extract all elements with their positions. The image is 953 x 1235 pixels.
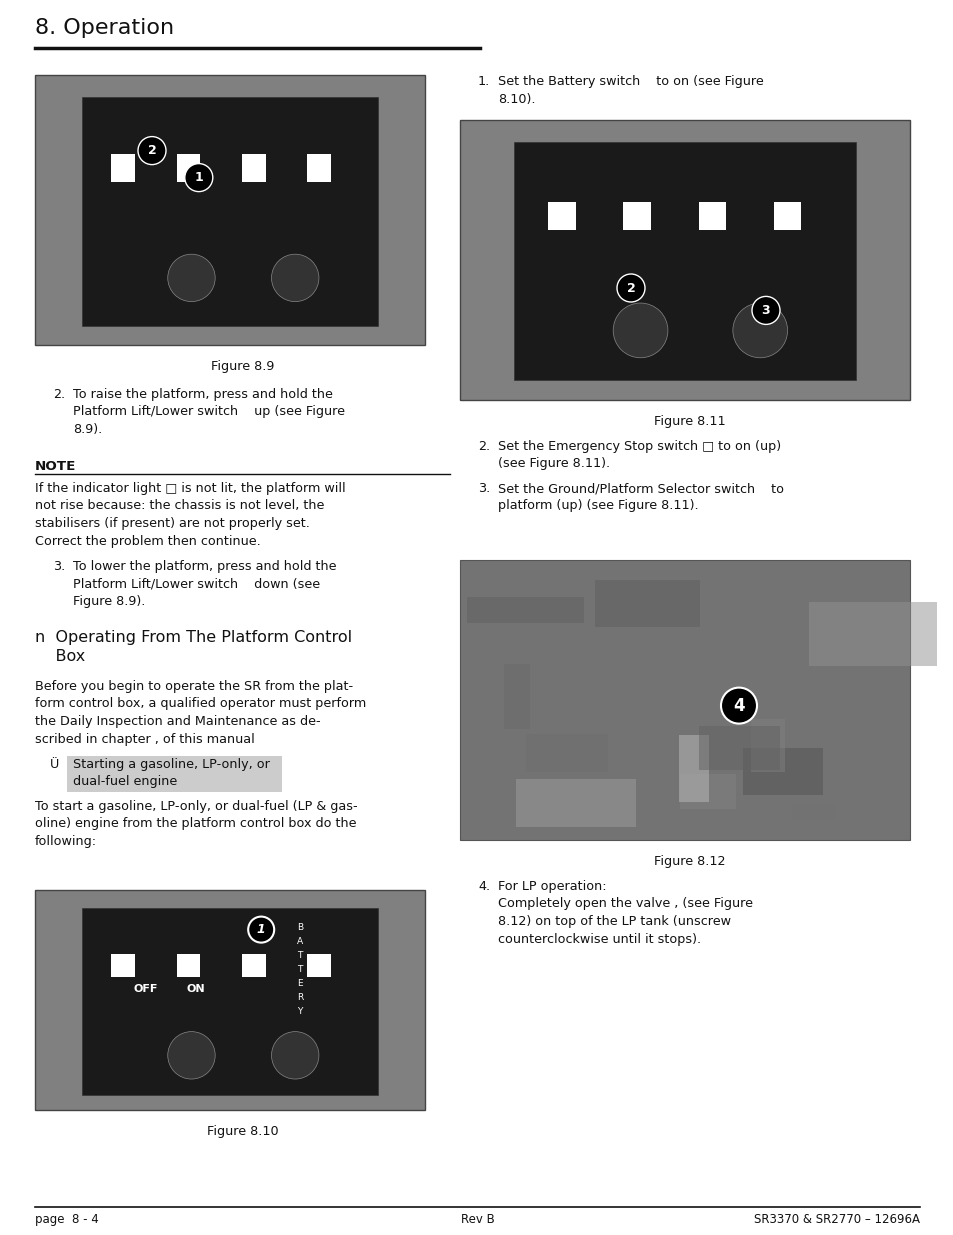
Text: If the indicator light □ is not lit, the platform will
not rise because: the cha: If the indicator light □ is not lit, the…: [35, 482, 345, 547]
Text: Before you begin to operate the SR from the plat-
form control box, a qualified : Before you begin to operate the SR from …: [35, 680, 366, 746]
Text: page  8 - 4: page 8 - 4: [35, 1213, 99, 1226]
Bar: [459, 120, 909, 400]
Text: Figure 8.11: Figure 8.11: [654, 415, 725, 429]
Bar: [35, 75, 424, 345]
Text: Starting a gasoline, LP-only, or
dual-fuel engine: Starting a gasoline, LP-only, or dual-fu…: [73, 758, 270, 788]
Circle shape: [168, 1031, 215, 1079]
Circle shape: [168, 254, 215, 301]
Text: 3: 3: [760, 304, 769, 317]
Text: B: B: [296, 923, 303, 932]
Text: Figure 8.9: Figure 8.9: [211, 359, 274, 373]
Text: Ü: Ü: [50, 758, 59, 771]
Circle shape: [248, 916, 274, 942]
Bar: [459, 559, 909, 840]
Text: For LP operation:
Completely open the valve , (see Figure
8.12) on top of the LP: For LP operation: Completely open the va…: [497, 881, 752, 946]
Text: n  Operating From The Platform Control
    Box: n Operating From The Platform Control Bo…: [35, 630, 352, 664]
Bar: [176, 154, 200, 182]
Circle shape: [732, 303, 787, 358]
Text: T: T: [297, 965, 302, 974]
Circle shape: [138, 137, 166, 164]
Text: OFF: OFF: [133, 984, 158, 994]
Text: 1: 1: [256, 923, 265, 936]
Bar: [773, 201, 801, 231]
Text: Y: Y: [297, 1007, 302, 1016]
Text: Figure 8.10: Figure 8.10: [207, 1125, 278, 1137]
Text: 2.: 2.: [477, 440, 490, 453]
Circle shape: [272, 254, 318, 301]
Bar: [467, 597, 583, 622]
Bar: [698, 725, 779, 771]
Bar: [516, 779, 636, 827]
Text: NOTE: NOTE: [35, 459, 76, 473]
Bar: [679, 774, 735, 809]
Bar: [698, 201, 725, 231]
Circle shape: [272, 1031, 318, 1079]
Text: SR3370 & SR2770 – 12696A: SR3370 & SR2770 – 12696A: [753, 1213, 919, 1226]
Bar: [514, 142, 855, 380]
Bar: [548, 201, 575, 231]
Text: 3.: 3.: [477, 482, 490, 495]
Text: To raise the platform, press and hold the
Platform Lift/Lower switch    up (see : To raise the platform, press and hold th…: [73, 388, 345, 436]
Text: Set the Battery switch    to on (see Figure
8.10).: Set the Battery switch to on (see Figure…: [497, 75, 763, 105]
Bar: [82, 908, 377, 1094]
Bar: [112, 154, 135, 182]
Circle shape: [751, 296, 780, 325]
Bar: [503, 664, 530, 729]
Text: Set the Ground/Platform Selector switch    to
platform (up) (see Figure 8.11).: Set the Ground/Platform Selector switch …: [497, 482, 783, 513]
Text: Rev B: Rev B: [460, 1213, 494, 1226]
Circle shape: [613, 303, 667, 358]
Bar: [750, 720, 783, 772]
Text: 3.: 3.: [53, 559, 65, 573]
Text: 4: 4: [733, 697, 744, 715]
Text: To start a gasoline, LP-only, or dual-fuel (LP & gas-
oline) engine from the pla: To start a gasoline, LP-only, or dual-fu…: [35, 800, 357, 848]
Circle shape: [720, 688, 757, 724]
Bar: [791, 804, 836, 820]
Bar: [242, 154, 265, 182]
Bar: [242, 955, 265, 977]
Text: A: A: [296, 937, 303, 946]
Text: ON: ON: [187, 984, 205, 994]
Text: T: T: [297, 951, 302, 960]
Bar: [595, 579, 699, 627]
Circle shape: [185, 163, 213, 191]
Bar: [678, 735, 708, 802]
Bar: [623, 201, 650, 231]
Bar: [176, 955, 200, 977]
Bar: [35, 890, 424, 1110]
Bar: [67, 756, 282, 792]
Circle shape: [617, 274, 644, 303]
Text: 1: 1: [194, 172, 203, 184]
Text: 1.: 1.: [477, 75, 490, 88]
Text: 8. Operation: 8. Operation: [35, 19, 174, 38]
Text: 2: 2: [626, 282, 635, 294]
Text: To lower the platform, press and hold the
Platform Lift/Lower switch    down (se: To lower the platform, press and hold th…: [73, 559, 336, 608]
Bar: [525, 734, 607, 772]
Bar: [307, 955, 331, 977]
Text: 4.: 4.: [477, 881, 490, 893]
Text: 2: 2: [148, 144, 156, 157]
Text: Set the Emergency Stop switch □ to on (up)
(see Figure 8.11).: Set the Emergency Stop switch □ to on (u…: [497, 440, 781, 471]
Bar: [741, 748, 822, 795]
Text: 2.: 2.: [53, 388, 65, 401]
Bar: [808, 603, 936, 667]
Text: E: E: [297, 979, 303, 988]
Bar: [112, 955, 135, 977]
Text: R: R: [296, 993, 303, 1002]
Bar: [82, 96, 377, 326]
Text: Figure 8.12: Figure 8.12: [654, 855, 725, 868]
Bar: [307, 154, 331, 182]
